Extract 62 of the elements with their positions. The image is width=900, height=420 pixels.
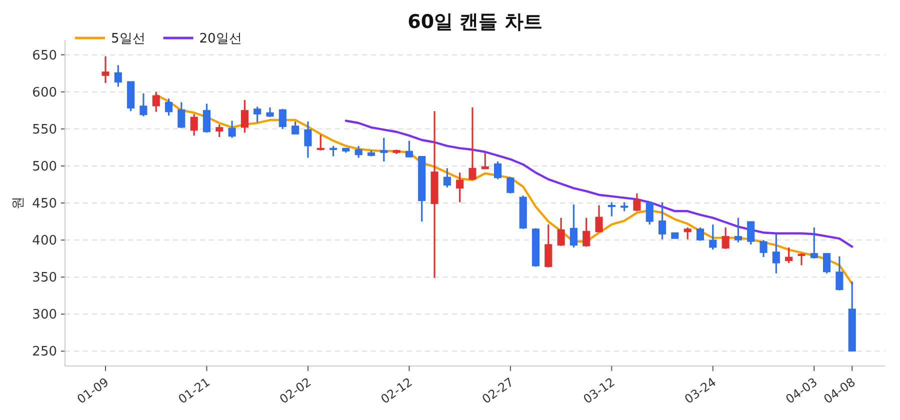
candlestick xyxy=(570,204,578,248)
candlestick xyxy=(557,217,565,247)
y-tick-label: 400 xyxy=(32,234,57,249)
candlestick xyxy=(709,224,717,250)
candlestick xyxy=(140,92,148,118)
y-tick-label: 650 xyxy=(32,48,57,64)
candlestick xyxy=(582,217,590,248)
candlestick xyxy=(380,137,388,162)
candlestick xyxy=(544,224,552,268)
candlestick xyxy=(443,167,451,188)
candlestick xyxy=(734,217,742,244)
candlestick xyxy=(278,108,286,130)
candlestick xyxy=(240,99,248,134)
candlestick xyxy=(810,226,818,260)
candlestick xyxy=(595,204,603,233)
y-axis-title: 원 xyxy=(11,196,26,210)
y-tick-label: 350 xyxy=(32,270,57,286)
candlestick xyxy=(456,172,464,204)
y-tick-label: 600 xyxy=(32,85,57,100)
candlestick xyxy=(202,102,211,134)
y-tick-label: 550 xyxy=(32,122,57,138)
candlestick xyxy=(684,226,692,240)
candlestick xyxy=(506,176,514,194)
candlestick xyxy=(696,226,704,242)
candlestick xyxy=(266,106,274,118)
line-series xyxy=(344,120,854,248)
y-tick-label: 450 xyxy=(32,196,57,212)
candlestick xyxy=(405,140,413,158)
legend-label: 20일선 xyxy=(199,32,242,46)
candlestick xyxy=(102,56,110,84)
candlestick xyxy=(494,160,502,180)
candlestick xyxy=(646,200,654,226)
chart-title: 60일 캔들 차트 xyxy=(408,11,542,33)
candlestick xyxy=(316,134,324,152)
y-tick-label: 500 xyxy=(32,159,57,174)
candlestick xyxy=(178,101,186,129)
candlestick xyxy=(164,98,173,116)
candlestick xyxy=(329,145,338,158)
candlestick xyxy=(152,91,160,113)
y-tick-label: 300 xyxy=(32,308,57,323)
candlestick xyxy=(633,192,641,212)
candlestick xyxy=(658,201,666,240)
candlestick xyxy=(785,246,793,264)
candlestick xyxy=(760,239,768,258)
legend-label: 5일선 xyxy=(111,32,146,46)
candlestick xyxy=(114,64,122,88)
candlestick xyxy=(722,226,730,250)
candlestick xyxy=(304,120,312,159)
candlestick xyxy=(468,106,476,181)
candlestick xyxy=(836,256,844,292)
candlestick xyxy=(772,233,780,274)
candlestick xyxy=(823,252,831,274)
candlestick xyxy=(228,120,236,139)
y-tick-label: 250 xyxy=(32,344,57,360)
candlestick xyxy=(190,113,198,136)
candlestick xyxy=(292,120,300,135)
candlestick xyxy=(216,124,224,138)
candlestick xyxy=(798,252,806,266)
candlestick xyxy=(608,201,616,218)
candlestick xyxy=(747,220,755,246)
candlestick xyxy=(254,106,262,124)
candlestick xyxy=(354,145,362,159)
